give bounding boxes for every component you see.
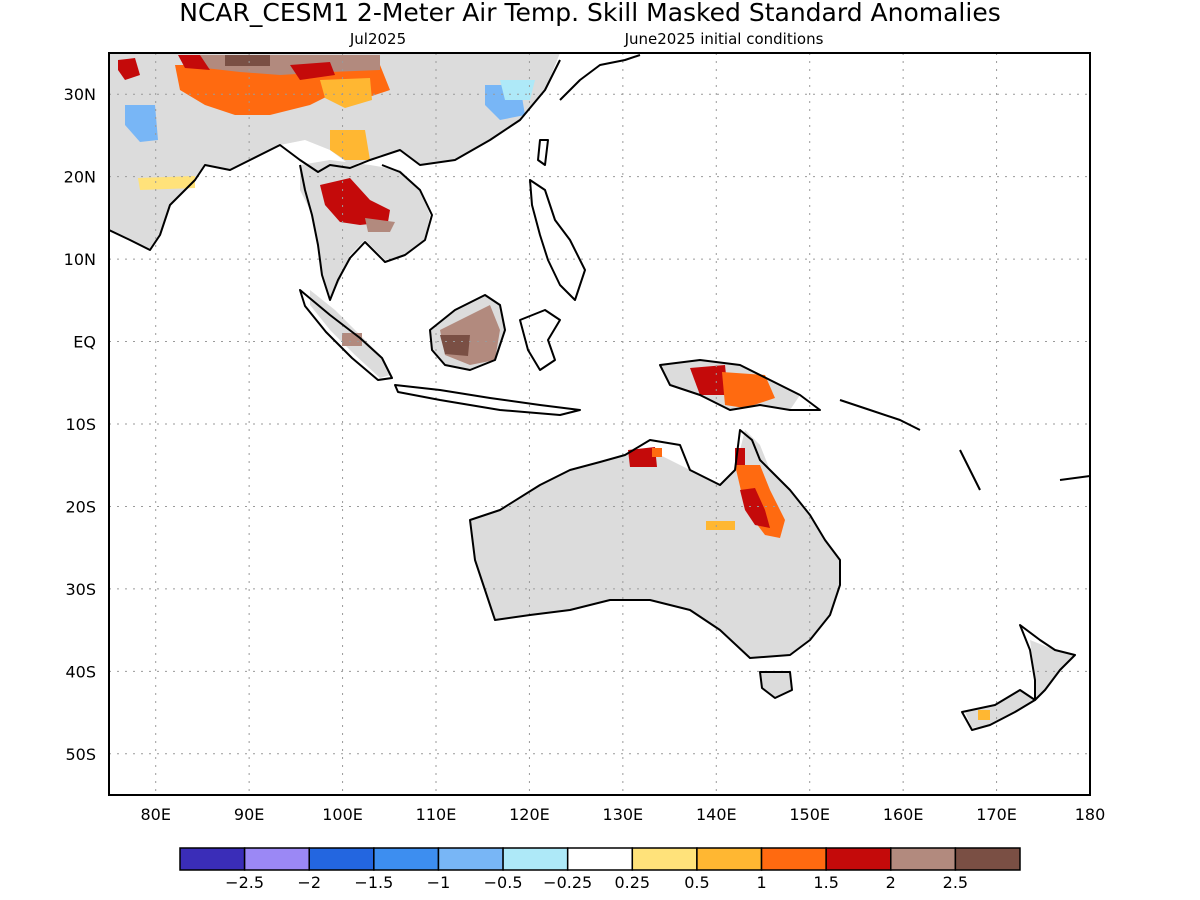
anomaly-china-east-cyan [500, 80, 535, 100]
colorbar-swatch [437, 847, 504, 871]
coast-fiji [1059, 475, 1090, 481]
colorbar-swatch [890, 847, 957, 871]
anomaly-newguinea-red [690, 365, 728, 395]
colorbar-swatch [373, 847, 440, 871]
colorbar-label: −0.5 [484, 873, 523, 892]
colorbar-label: −0.25 [543, 873, 592, 892]
anomaly-tibet-dark [225, 55, 270, 66]
coast-java [394, 384, 581, 416]
colorbar-label: −2.5 [225, 873, 264, 892]
lon-tick-label: 80E [140, 805, 170, 824]
coast-taiwan [537, 139, 549, 166]
colorbar-labels: −2.5 −2 −1.5 −1 −0.5 −0.25 0.25 0.5 1 1.5 2 2.5 [225, 873, 968, 892]
colorbar [179, 847, 1021, 871]
lon-tick-label: 170E [976, 805, 1017, 824]
coast-asia [109, 59, 561, 251]
coast-tasmania [759, 671, 793, 699]
anomaly-pakistan-west [118, 58, 140, 80]
lat-tick-label: 30N [64, 85, 96, 104]
anomaly-india-yellow [138, 176, 195, 190]
coast-sulawesi [519, 309, 561, 371]
colorbar-label: 1 [756, 873, 766, 892]
colorbar-swatch [825, 847, 892, 871]
latitude-tick-labels: 30N 20N 10N EQ 10S 20S 30S 40S 50S [64, 85, 96, 764]
anomaly-tibet-red-2 [290, 62, 335, 80]
anomaly-seasia-brown [365, 218, 395, 232]
lat-tick-label: 20N [64, 168, 96, 187]
coast-solomons [839, 399, 921, 431]
figure-subtitle-left: Jul2025 [349, 30, 406, 48]
coast-indochina [299, 164, 433, 301]
lon-tick-label: 100E [322, 805, 363, 824]
anomaly-borneo-dark [440, 335, 470, 356]
colorbar-swatch [502, 847, 569, 871]
anomaly-naus-red [628, 447, 657, 467]
lat-tick-label: 50S [65, 745, 96, 764]
coast-japan [559, 54, 641, 101]
anomaly-qld-yellow [706, 521, 735, 530]
colorbar-swatch [631, 847, 698, 871]
anomaly-seasia-red [320, 178, 390, 225]
colorbar-label: 2 [886, 873, 896, 892]
longitude-tick-labels: 80E 90E 100E 110E 120E 130E 140E 150E 160E 170E 18… [140, 805, 1105, 824]
lat-tick-label: 10N [64, 250, 96, 269]
colorbar-swatch [179, 847, 246, 871]
coast-nz-south [961, 689, 1036, 731]
colorbar-label: −1 [427, 873, 451, 892]
anomaly-india-blue [125, 105, 158, 142]
colorbar-label: −2 [297, 873, 321, 892]
map-frame [108, 52, 1091, 796]
anomaly-qld-red [740, 488, 770, 528]
lon-tick-label: 180 [1075, 805, 1106, 824]
lon-tick-label: 150E [789, 805, 830, 824]
anomaly-tibet-red [178, 55, 210, 70]
anomaly-tibet-orange [175, 65, 390, 115]
coast-australia [469, 429, 841, 659]
lat-tick-label: 20S [65, 497, 96, 516]
coast-newguinea [659, 359, 821, 411]
colorbar-label: 0.5 [684, 873, 709, 892]
lon-tick-label: 110E [416, 805, 457, 824]
colorbar-swatch [566, 847, 634, 871]
lat-tick-label: 40S [65, 662, 96, 681]
anomaly-newguinea-orange [722, 372, 775, 408]
lon-tick-label: 160E [883, 805, 924, 824]
coast-vanuatu [959, 449, 981, 491]
colorbar-swatch [308, 847, 375, 871]
lon-tick-label: 130E [603, 805, 644, 824]
coast-nz-north [1019, 624, 1076, 701]
coast-borneo [429, 294, 506, 371]
lat-tick-label: EQ [73, 333, 96, 352]
map-layers [109, 53, 1090, 795]
graticule [109, 53, 1090, 795]
colorbar-label: 2.5 [943, 873, 968, 892]
lat-tick-label: 10S [65, 415, 96, 434]
colorbar-swatch [760, 847, 827, 871]
anomaly-naus-orange [652, 448, 662, 457]
colorbar-label: −1.5 [354, 873, 393, 892]
lon-tick-label: 120E [509, 805, 550, 824]
figure-subtitle-right: June2025 initial conditions [624, 30, 824, 48]
coastlines [109, 54, 1090, 731]
anomaly-layer [118, 55, 990, 720]
anomaly-yunnan [330, 130, 370, 160]
lat-tick-label: 30S [65, 580, 96, 599]
anomaly-nz [978, 710, 990, 720]
colorbar-swatch [954, 847, 1021, 871]
colorbar-swatch [243, 847, 310, 871]
colorbar-label: 0.25 [614, 873, 650, 892]
anomaly-tibet-yellow [320, 78, 372, 108]
coast-sumatra [299, 289, 393, 381]
lon-tick-label: 140E [696, 805, 737, 824]
mask-nz-north [1030, 640, 1075, 700]
colorbar-swatch [696, 847, 763, 871]
colorbar-label: 1.5 [813, 873, 838, 892]
anomaly-sumatra [342, 333, 362, 346]
coast-philippines [529, 179, 586, 301]
figure-title: NCAR_CESM1 2-Meter Air Temp. Skill Maske… [179, 0, 1000, 27]
lon-tick-label: 90E [234, 805, 264, 824]
